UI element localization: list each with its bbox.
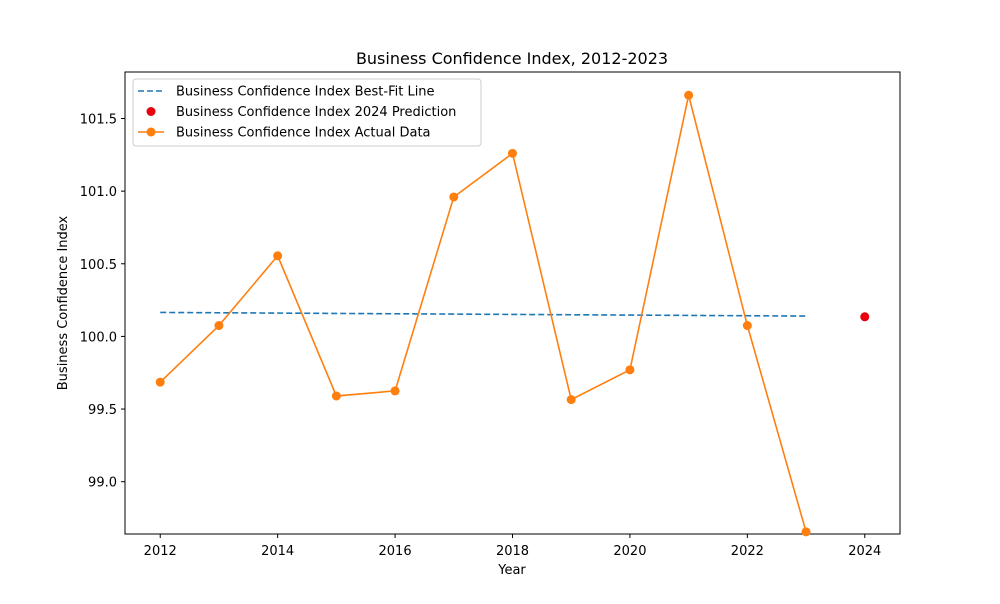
actual-data-point	[742, 321, 752, 331]
actual-data-point	[449, 192, 459, 202]
x-tick-label: 2018	[496, 544, 529, 559]
y-tick-label: 99.0	[88, 476, 117, 491]
y-tick-label: 100.5	[80, 258, 117, 273]
legend: Business Confidence Index Best-Fit Line B…	[132, 78, 482, 147]
legend-handle-prediction	[146, 107, 156, 116]
x-tick-label: 2020	[613, 544, 646, 559]
x-tick-label: 2022	[731, 544, 764, 559]
x-tick-label: 2014	[261, 544, 294, 559]
actual-data-point	[508, 148, 517, 158]
legend-label: Business Confidence Index Best-Fit Line	[176, 85, 435, 100]
y-tick-label: 99.5	[88, 403, 117, 418]
legend-label: Business Confidence Index Actual Data	[176, 126, 431, 141]
y-tick-label: 101.5	[80, 112, 117, 127]
y-axis-label: Business Confidence Index	[56, 215, 71, 390]
series-layer	[155, 90, 870, 537]
y-tick-label: 101.0	[80, 185, 117, 200]
y-axis: 99.0 99.5 100.0 100.5 101.0 101.5	[80, 112, 125, 491]
x-tick-label: 2024	[848, 544, 881, 559]
actual-data-point	[331, 391, 341, 401]
legend-box	[132, 78, 482, 147]
actual-data-point	[684, 90, 694, 100]
actual-data-point	[390, 386, 400, 396]
y-tick-label: 100.0	[80, 330, 117, 345]
actual-data-line	[159, 95, 807, 533]
actual-data-point	[625, 365, 635, 375]
x-axis-label: Year	[497, 563, 526, 578]
x-axis: 2012 2014 2016 2018 2020 2022 2024	[144, 534, 881, 559]
actual-data-point	[566, 395, 576, 405]
x-tick-label: 2012	[144, 544, 177, 559]
actual-data-point	[214, 321, 224, 331]
chart-title: Business Confidence Index, 2012-2023	[356, 49, 668, 68]
legend-handle-actual-marker	[146, 127, 156, 137]
actual-data-point	[273, 251, 283, 261]
x-tick-label: 2016	[379, 544, 412, 559]
prediction-point	[860, 312, 870, 322]
actual-data-point	[155, 377, 165, 387]
actual-data-point	[801, 527, 811, 537]
legend-label: Business Confidence Index 2024 Predictio…	[176, 105, 456, 120]
